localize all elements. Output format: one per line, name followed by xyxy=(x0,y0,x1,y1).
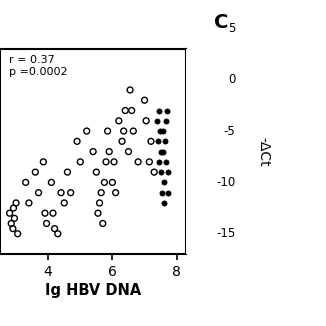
Point xyxy=(143,118,149,123)
Point xyxy=(147,159,152,164)
Point xyxy=(44,221,49,226)
Point xyxy=(165,170,170,175)
Point xyxy=(157,128,163,134)
Point xyxy=(102,180,107,185)
Point xyxy=(36,190,41,195)
Point xyxy=(51,211,56,216)
Text: 5: 5 xyxy=(228,22,235,35)
Point xyxy=(105,128,110,134)
Point xyxy=(10,226,15,231)
Point xyxy=(91,149,96,154)
Point xyxy=(162,200,167,206)
Point xyxy=(78,159,83,164)
Point xyxy=(13,200,19,206)
Point xyxy=(155,118,160,123)
Text: 0: 0 xyxy=(228,73,235,86)
Point xyxy=(58,190,64,195)
Point xyxy=(49,180,54,185)
Point xyxy=(119,139,125,144)
Point xyxy=(152,170,157,175)
Point xyxy=(74,139,80,144)
Text: -ΔCt: -ΔCt xyxy=(256,137,270,166)
Point xyxy=(26,200,32,206)
Text: -10: -10 xyxy=(216,176,235,189)
Point xyxy=(136,159,141,164)
Point xyxy=(129,108,134,113)
X-axis label: Ig HBV DNA: Ig HBV DNA xyxy=(45,283,141,298)
Point xyxy=(95,211,100,216)
Point xyxy=(55,231,60,236)
Point xyxy=(23,180,28,185)
Point xyxy=(160,149,166,154)
Text: -15: -15 xyxy=(216,227,235,240)
Point xyxy=(12,216,17,221)
Point xyxy=(126,149,131,154)
Point xyxy=(33,170,38,175)
Point xyxy=(7,211,12,216)
Point xyxy=(103,159,109,164)
Point xyxy=(131,128,136,134)
Point xyxy=(52,226,57,231)
Point xyxy=(68,190,73,195)
Point xyxy=(164,108,170,113)
Point xyxy=(41,159,46,164)
Text: -5: -5 xyxy=(223,125,235,138)
Point xyxy=(159,170,164,175)
Point xyxy=(142,98,147,103)
Point xyxy=(11,205,16,211)
Text: r = 0.37
p =0.0002: r = 0.37 p =0.0002 xyxy=(9,55,68,77)
Point xyxy=(162,139,168,144)
Point xyxy=(98,190,104,195)
Point xyxy=(110,180,115,185)
Text: C: C xyxy=(214,13,229,33)
Point xyxy=(94,170,99,175)
Point xyxy=(160,128,165,134)
Point xyxy=(163,159,168,164)
Point xyxy=(107,149,112,154)
Point xyxy=(158,149,163,154)
Point xyxy=(62,200,67,206)
Point xyxy=(156,159,161,164)
Point xyxy=(159,190,165,195)
Point xyxy=(148,139,154,144)
Point xyxy=(161,180,166,185)
Point xyxy=(15,231,20,236)
Point xyxy=(156,139,161,144)
Point xyxy=(8,221,14,226)
Point xyxy=(121,128,126,134)
Point xyxy=(42,211,48,216)
Point xyxy=(166,190,171,195)
Point xyxy=(127,87,133,93)
Point xyxy=(65,170,70,175)
Point xyxy=(100,221,105,226)
Point xyxy=(123,108,128,113)
Point xyxy=(111,159,117,164)
Point xyxy=(113,190,118,195)
Point xyxy=(97,200,102,206)
Point xyxy=(84,128,89,134)
Point xyxy=(164,118,169,123)
Point xyxy=(157,108,162,113)
Point xyxy=(116,118,122,123)
